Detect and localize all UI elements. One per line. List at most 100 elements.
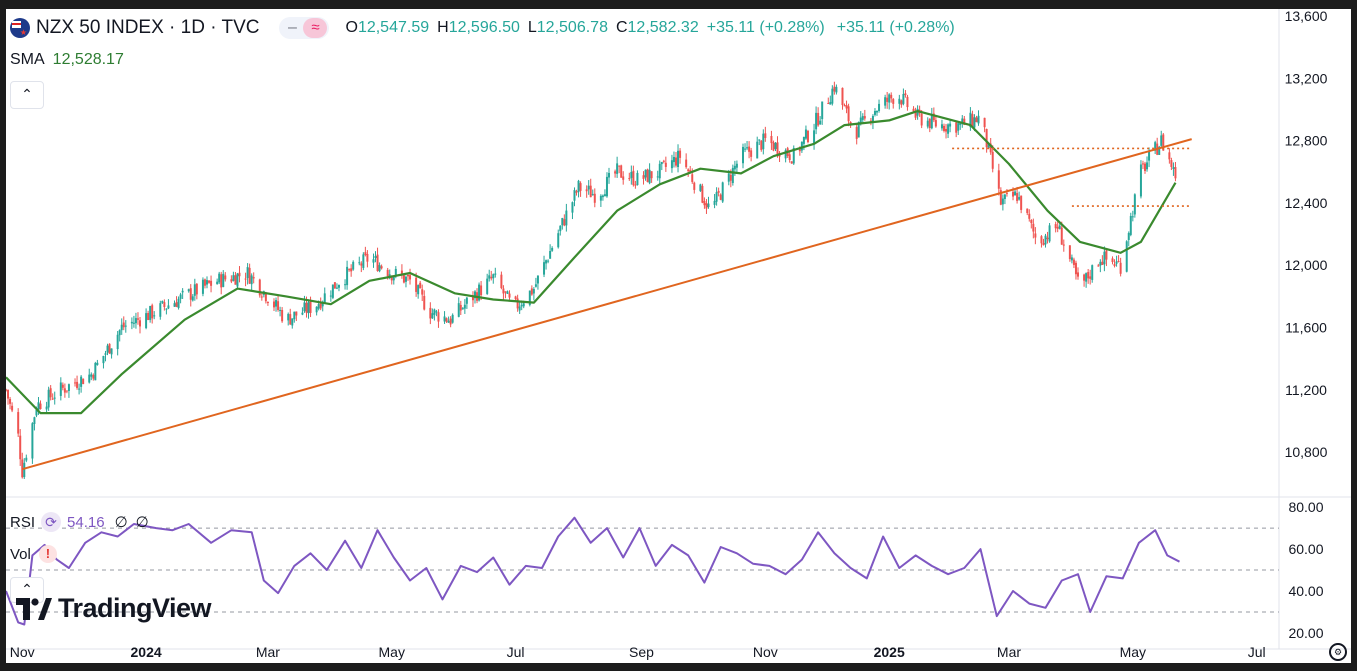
- candle-body: [699, 184, 702, 191]
- chart-style-toggle[interactable]: – ≈: [279, 17, 330, 39]
- candle-body: [585, 189, 588, 192]
- candle-body: [902, 94, 905, 104]
- candle-body: [890, 94, 893, 99]
- refresh-icon[interactable]: ⟳: [41, 512, 62, 532]
- candle-body: [459, 304, 462, 311]
- candle-body: [670, 160, 673, 169]
- candle-body: [451, 314, 454, 323]
- candle-body: [179, 294, 182, 299]
- candle-body: [1127, 233, 1130, 240]
- settings-icon[interactable]: ⚙: [1329, 643, 1347, 661]
- trendline[interactable]: [21, 138, 1192, 471]
- candle-body: [591, 194, 594, 196]
- candle-body: [758, 139, 761, 141]
- candle-body: [163, 302, 166, 308]
- chart-canvas[interactable]: 13,600 13,200 12,800 12,400 12,000 11,600 11,2…: [6, 9, 1351, 663]
- candle-body: [1077, 272, 1079, 277]
- candle-body: [478, 284, 481, 301]
- warning-icon[interactable]: !: [38, 545, 57, 563]
- candle-body: [1028, 213, 1031, 219]
- candle-body: [136, 318, 139, 320]
- candle-body: [443, 316, 446, 322]
- candle-body: [762, 133, 765, 150]
- candle-body: [930, 114, 933, 129]
- candle-body: [421, 289, 424, 295]
- rsi-line[interactable]: [6, 516, 1180, 626]
- candle-body: [449, 318, 452, 325]
- candle-body: [392, 276, 395, 281]
- candle-body: [518, 306, 521, 311]
- candle-body: [731, 167, 734, 184]
- nz-flag-icon: [10, 18, 30, 38]
- candle-body: [679, 150, 682, 158]
- candle-body: [1162, 134, 1165, 151]
- rsi-legend[interactable]: RSI ⟳ 54.16 ∅ ∅: [10, 512, 157, 532]
- candle-body: [800, 141, 803, 151]
- sma-label: SMA: [10, 51, 45, 68]
- candle-body: [813, 130, 816, 144]
- wave-toggle-icon[interactable]: ≈: [303, 18, 328, 38]
- candle-body: [287, 313, 290, 321]
- candle-body: [224, 275, 227, 280]
- vol-legend[interactable]: Vol !: [10, 545, 57, 563]
- candle-body: [374, 255, 377, 259]
- candle-body: [530, 288, 533, 295]
- candle-body: [173, 303, 176, 307]
- candle-body: [969, 112, 972, 128]
- candle-body: [1172, 167, 1175, 169]
- candle-body: [1168, 152, 1171, 160]
- candle-body: [616, 163, 619, 174]
- candle-body: [1054, 224, 1057, 229]
- candle-body: [293, 311, 296, 320]
- candle-body: [912, 108, 915, 112]
- candle-body: [1148, 151, 1151, 161]
- symbol-title[interactable]: NZX 50 INDEX · 1D · TVC: [36, 17, 260, 38]
- candle-body: [949, 123, 952, 127]
- tradingview-logo[interactable]: TradingView: [16, 593, 212, 624]
- candle-body: [1139, 164, 1142, 197]
- sma-legend[interactable]: SMA 12,528.17: [10, 51, 124, 69]
- candle-body: [216, 281, 219, 285]
- candle-body: [362, 254, 365, 268]
- candle-body: [528, 290, 531, 305]
- price-tick-label: 12,400: [1285, 195, 1328, 211]
- candle-body: [17, 412, 20, 434]
- candle-body: [1125, 241, 1128, 272]
- candle-body: [1117, 260, 1120, 262]
- candle-body: [232, 275, 235, 281]
- candle-body: [989, 143, 992, 153]
- candle-body: [61, 384, 64, 388]
- change-value-secondary: +35.11 (+0.28%): [836, 19, 955, 36]
- candle-body: [376, 254, 379, 271]
- candle-body: [821, 101, 824, 120]
- candle-body: [279, 309, 282, 311]
- candle-body: [139, 320, 141, 327]
- candle-body: [1129, 215, 1132, 235]
- low-value: 12,506.78: [536, 19, 608, 36]
- candle-body: [815, 112, 818, 130]
- candle-body: [1001, 198, 1004, 205]
- collapse-legend-button[interactable]: ⌃: [10, 81, 44, 109]
- candle-body: [658, 163, 661, 179]
- candle-body: [971, 114, 974, 127]
- candle-body: [1133, 194, 1136, 215]
- candle-body: [45, 406, 48, 410]
- candle-body: [1068, 245, 1071, 260]
- candle-body: [827, 103, 830, 105]
- candle-body: [1042, 243, 1045, 246]
- candle-body: [404, 276, 407, 282]
- candle-body: [266, 302, 269, 304]
- candle-body: [1160, 135, 1163, 146]
- sma-line[interactable]: [6, 110, 1177, 415]
- candle-body: [1012, 191, 1015, 197]
- candle-body: [317, 304, 320, 309]
- candle-body: [1111, 258, 1114, 263]
- candle-body: [1174, 167, 1177, 179]
- candle-body: [378, 265, 381, 272]
- tradingview-logo-text: TradingView: [58, 593, 212, 623]
- candle-body: [977, 115, 980, 124]
- candle-body: [134, 318, 137, 324]
- line-toggle-icon[interactable]: –: [288, 19, 297, 36]
- candle-body: [630, 171, 633, 178]
- candle-body: [873, 110, 876, 115]
